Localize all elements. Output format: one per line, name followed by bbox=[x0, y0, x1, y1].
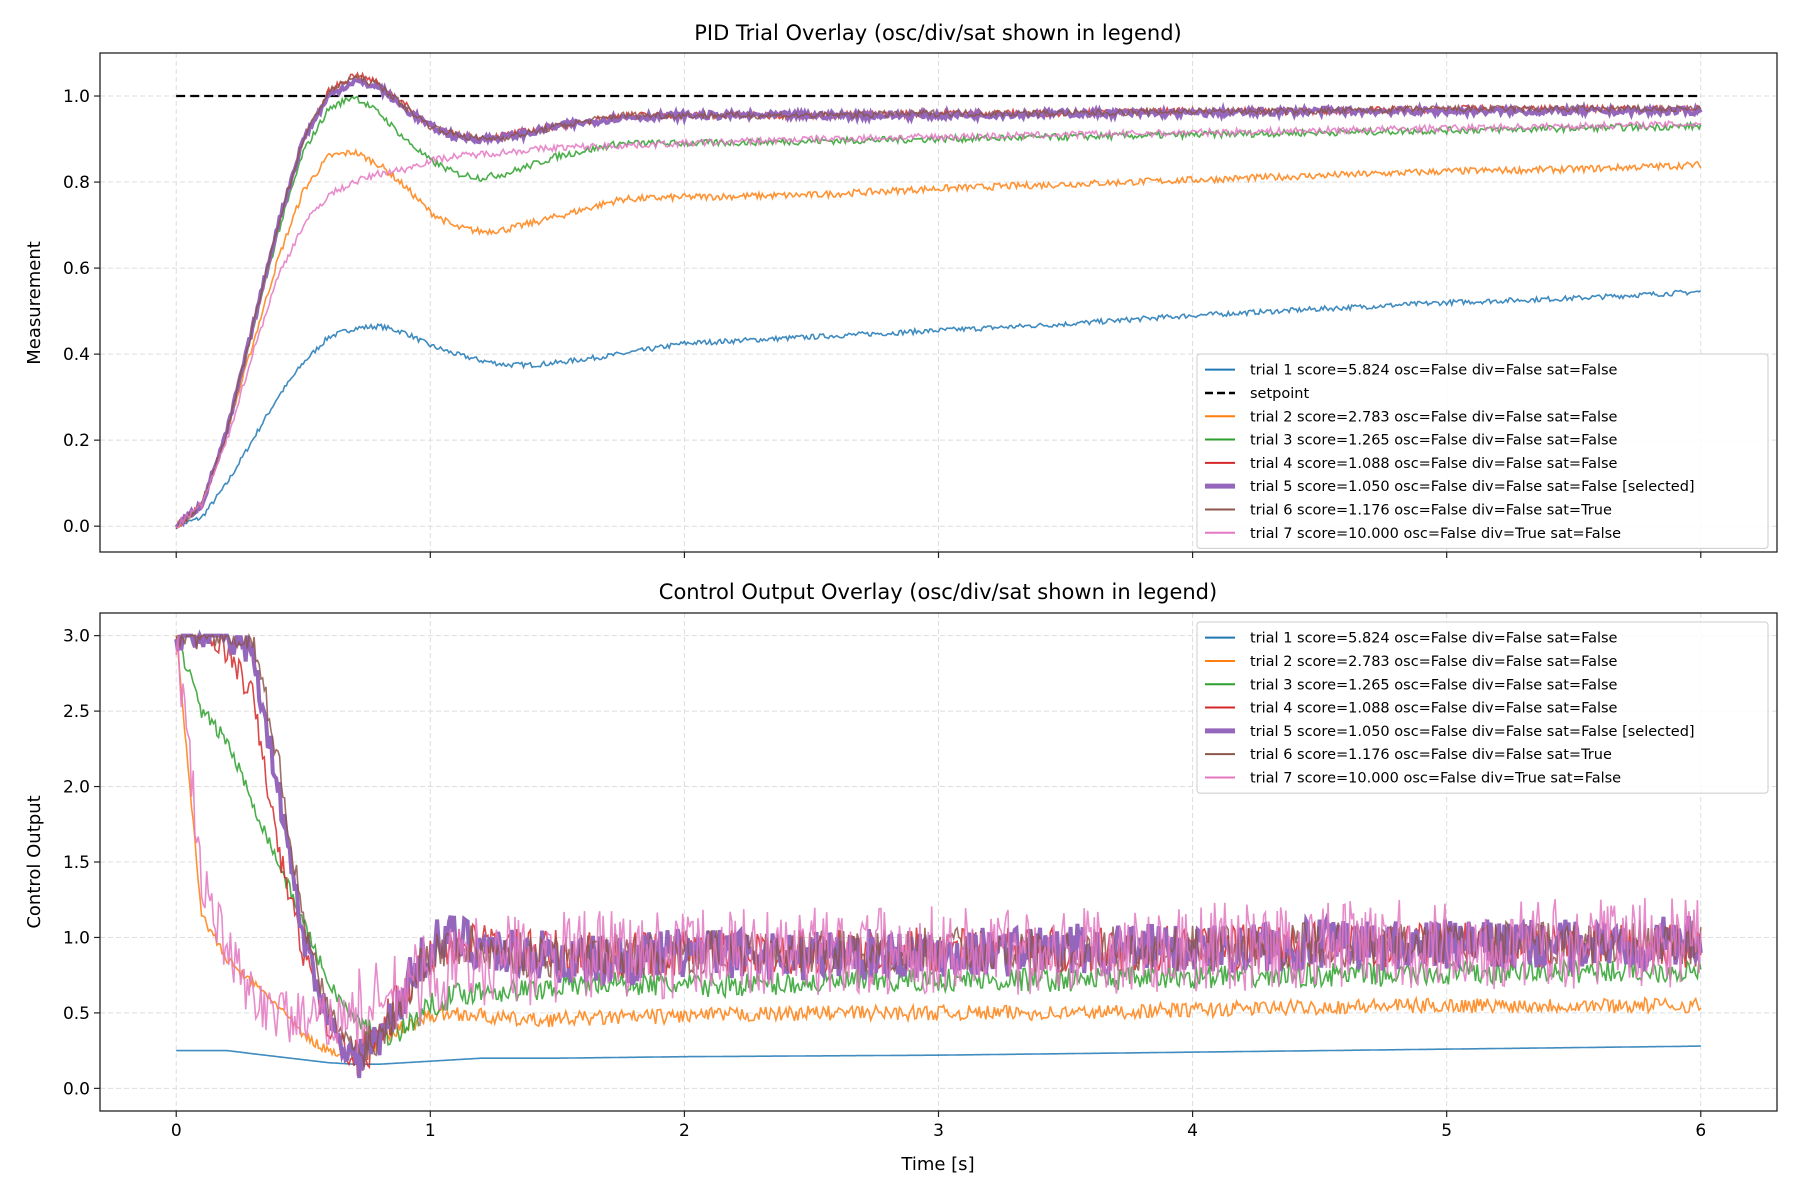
series-line-trial bbox=[175, 148, 1702, 529]
series-line-trial bbox=[176, 1045, 1701, 1065]
plot-frame bbox=[99, 612, 1778, 1112]
legend-entry: trial 7 score=10.000 osc=False div=True … bbox=[1250, 770, 1621, 786]
legend-entry: setpoint bbox=[1250, 386, 1309, 402]
legend-entry: trial 7 score=10.000 osc=False div=True … bbox=[1250, 526, 1621, 542]
legend-entry: trial 2 score=2.783 osc=False div=False … bbox=[1250, 409, 1618, 425]
x-tick-label: 2 bbox=[679, 1121, 690, 1141]
y-tick-label: 0.4 bbox=[63, 345, 90, 365]
series-line-trial bbox=[175, 635, 1702, 1046]
x-tick-label: 4 bbox=[1187, 1121, 1198, 1141]
x-tick-label: 3 bbox=[933, 1121, 944, 1141]
legend-box bbox=[1196, 353, 1769, 549]
y-tick-label: 1.0 bbox=[63, 87, 90, 107]
top-plot: 0.0 0.2 0.4 0.6 0.8 1.0 trial 1 score=5.824 os… bbox=[63, 52, 1778, 558]
y-tick-label: 0.2 bbox=[63, 431, 90, 451]
y-tick-label: 0.5 bbox=[63, 1004, 90, 1024]
legend: trial 1 score=5.824 osc=False div=False … bbox=[1196, 621, 1769, 794]
y-tick-label: 1.0 bbox=[63, 928, 90, 948]
series-line-selected bbox=[174, 629, 1703, 1079]
y-tick-label: 1.5 bbox=[63, 853, 90, 873]
top-y-axis-label: Measurement bbox=[24, 241, 45, 365]
y-tick-label: 2.0 bbox=[63, 778, 90, 798]
bottom-y-axis-label: Control Output bbox=[24, 795, 45, 928]
series-line-trial bbox=[175, 635, 1702, 1061]
y-tick-label: 0.0 bbox=[63, 1079, 90, 1099]
bottom-plot: 0 1 2 3 4 5 6 0.0 0.5 1.0 1.5 2.0 2.5 3.0 trial 1 scor… bbox=[63, 612, 1778, 1141]
legend-box bbox=[1196, 621, 1769, 794]
legend-entry: trial 3 score=1.265 osc=False div=False … bbox=[1250, 433, 1618, 449]
series-line-trial bbox=[175, 289, 1702, 530]
y-tick-label: 3.0 bbox=[63, 627, 90, 647]
series-line-trial bbox=[176, 95, 1702, 527]
legend: trial 1 score=5.824 osc=False div=False … bbox=[1196, 353, 1769, 549]
x-tick-label: 6 bbox=[1695, 1121, 1706, 1141]
series-line-trial bbox=[176, 119, 1702, 529]
legend-entry: trial 1 score=5.824 osc=False div=False … bbox=[1250, 631, 1618, 647]
x-tick-label: 1 bbox=[425, 1121, 436, 1141]
top-chart-title: PID Trial Overlay (osc/div/sat shown in … bbox=[694, 21, 1182, 45]
legend-entry: trial 3 score=1.265 osc=False div=False … bbox=[1250, 677, 1618, 693]
bottom-chart-title: Control Output Overlay (osc/div/sat show… bbox=[659, 580, 1217, 604]
series-line-selected bbox=[174, 76, 1703, 529]
legend-entry: trial 5 score=1.050 osc=False div=False … bbox=[1250, 724, 1695, 740]
legend-entry: trial 2 score=2.783 osc=False div=False … bbox=[1250, 654, 1618, 670]
x-axis-label: Time [s] bbox=[900, 1154, 974, 1175]
series-line-trial bbox=[175, 74, 1702, 530]
y-tick-label: 0.6 bbox=[63, 259, 90, 279]
y-tick-label: 0.8 bbox=[63, 173, 90, 193]
y-tick-label: 2.5 bbox=[63, 702, 90, 722]
legend-entry: trial 4 score=1.088 osc=False div=False … bbox=[1250, 701, 1618, 717]
legend-entry: trial 6 score=1.176 osc=False div=False … bbox=[1250, 502, 1612, 518]
x-tick-label: 5 bbox=[1441, 1121, 1452, 1141]
legend-entry: trial 1 score=5.824 osc=False div=False … bbox=[1250, 363, 1618, 379]
legend-entry: trial 5 score=1.050 osc=False div=False … bbox=[1250, 479, 1695, 495]
series-line-trial bbox=[175, 635, 1702, 1053]
x-tick-label: 0 bbox=[171, 1121, 182, 1141]
legend-entry: trial 4 score=1.088 osc=False div=False … bbox=[1250, 456, 1618, 472]
legend-entry: trial 6 score=1.176 osc=False div=False … bbox=[1250, 747, 1612, 763]
y-tick-label: 0.0 bbox=[63, 517, 90, 537]
plot-frame bbox=[99, 52, 1778, 553]
